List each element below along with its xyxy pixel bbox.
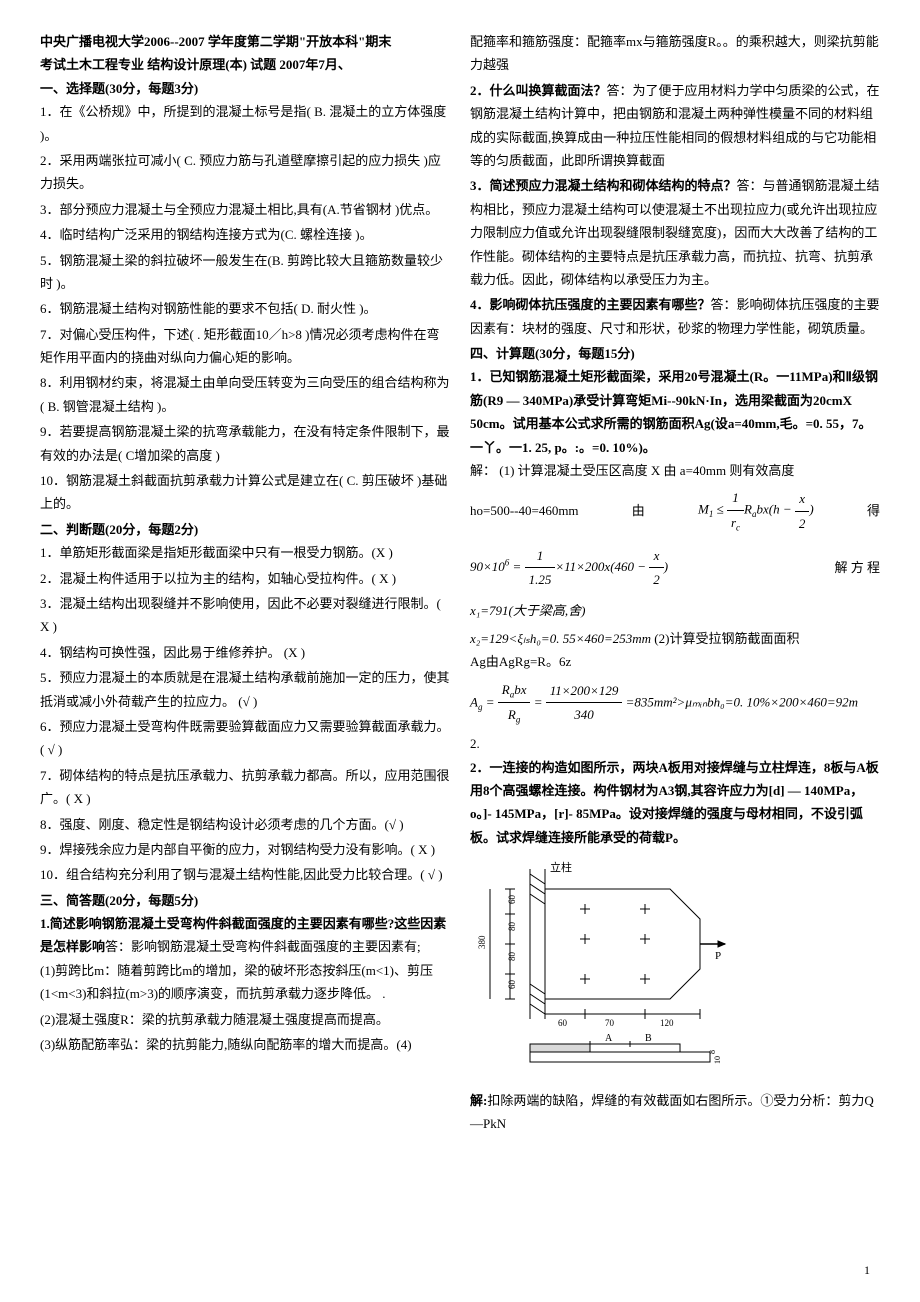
s1-item: 4．临时结构广泛采用的钢结构连接方式为(C. 螺栓连接 )。 [40, 223, 450, 246]
svg-text:80: 80 [507, 952, 517, 962]
x1-result: x₁=791(大于梁高,舍) [470, 599, 880, 622]
s3-q1-title: 1.简述影响钢筋混凝土受弯构件斜截面强度的主要因素有哪些?这些因素是怎样影响答：… [40, 912, 450, 959]
s2-item: 7．砌体结构的特点是抗压承载力、抗剪承载力都高。所以，应用范围很广。( X ) [40, 764, 450, 811]
right-column: 配箍率和箍筋强度：配箍率mx与箍筋强度R。。的乘积越大，则梁抗剪能力越强 2．什… [470, 30, 880, 1272]
s3-q1-item: (2)混凝土强度R：梁的抗剪承载力随混凝土强度提高而提高。 [40, 1008, 450, 1031]
ag-result: =835mm²>μₘᵢₙbh₀=0. 10%×200×460=92m [626, 694, 858, 709]
page-number: 1 [864, 1260, 870, 1282]
s1-item: 5．钢筋混凝土梁的斜拉破坏一般发生在(B. 剪跨比较大且箍筋数量较少时 )。 [40, 249, 450, 296]
section2-title: 二、判断题(20分，每题2分) [40, 518, 450, 541]
left-column: 中央广播电视大学2006--2007 学年度第二学期"开放本科"期末 考试土木工… [40, 30, 450, 1272]
formula2-line: 90×106 = 11.25×11×200x(460 − x2) 解 方 程 [470, 540, 880, 596]
svg-text:A: A [605, 1033, 613, 1044]
s2-item: 6．预应力混凝土受弯构件既需要验算截面应力又需要验算截面承载力。( √ ) [40, 715, 450, 762]
section1-title: 一、选择题(30分，每题3分) [40, 77, 450, 100]
formula-2: 90×106 = 11.25×11×200x(460 − x2) [470, 544, 668, 592]
f1-suffix: 得 [867, 499, 880, 522]
s4-solution: 解： (1) 计算混凝土受压区高度 X 由 a=40mm 则有效高度 [470, 459, 880, 482]
s1-item: 10．钢筋混凝土斜截面抗剪承载力计算公式是建立在( C. 剪压破坏 )基础上的。 [40, 469, 450, 516]
r-top-item: 2．什么叫换算截面法？答：为了便于应用材料力学中匀质梁的公式，在钢筋混凝土结构计… [470, 79, 880, 173]
formula-1: M1 ≤ 1rcRabx(h − x2) [698, 486, 814, 535]
svg-text:B: B [645, 1033, 652, 1044]
s1-item: 2．采用两端张拉可减小( C. 预应力筋与孔道壁摩擦引起的应力损失 )应力损失。 [40, 149, 450, 196]
f2-suffix: 解 方 程 [834, 556, 880, 579]
s2-item: 2．混凝土构件适用于以拉为主的结构，如轴心受拉构件。( X ) [40, 567, 450, 590]
r-top-item: 4．影响砌体抗压强度的主要因素有哪些？答：影响砌体抗压强度的主要因素有：块材的强… [470, 293, 880, 340]
s3-q1-item: (1)剪跨比m：随着剪跨比m的增加，梁的破坏形态按斜压(m<1)、剪压(1<m<… [40, 959, 450, 1006]
s4-q1-title: 1．已知钢筋混凝土矩形截面梁，采用20号混凝土(R。一11MPa)和Ⅱ级钢筋(R… [470, 365, 880, 459]
s2-item: 8．强度、刚度、稳定性是钢结构设计必须考虑的几个方面。(√ ) [40, 813, 450, 836]
s2-item: 4．钢结构可换性强，因此易于维修养护。 (X ) [40, 641, 450, 664]
exam-header-1: 中央广播电视大学2006--2007 学年度第二学期"开放本科"期末 [40, 30, 450, 53]
s1-item: 9．若要提高钢筋混凝土梁的抗弯承载能力，在没有特定条件限制下，最有效的办法是( … [40, 420, 450, 467]
ho-formula: ho=500--40=460mm [470, 499, 579, 522]
sol2-body: 扣除两端的缺陷，焊缝的有效截面如右图所示。①受力分析：剪力Q—PkN [470, 1093, 874, 1131]
s2-item: 1．单筋矩形截面梁是指矩形截面梁中只有一根受力钢筋。(X ) [40, 541, 450, 564]
ho-line: ho=500--40=460mm 由 M1 ≤ 1rcRabx(h − x2) … [470, 482, 880, 539]
svg-text:80: 80 [507, 922, 517, 932]
svg-text:380: 380 [477, 935, 487, 949]
svg-text:60: 60 [507, 980, 517, 990]
formula-3: Ag = RabxRg = 11×200×129340 =835mm²>μₘᵢₙ… [470, 678, 880, 729]
s4-q2-title: 2．一连接的构造如图所示，两块A板用对接焊缝与立柱焊连，8板与A板用8个高强螺栓… [470, 756, 880, 850]
sol-label: 解： [470, 463, 496, 478]
ag-label: Ag由AgRg=R。6z [470, 650, 880, 673]
s2-item: 9．焊接残余应力是内部自平衡的应力，对钢结构受力没有影响。( X ) [40, 838, 450, 861]
svg-text:立柱: 立柱 [550, 860, 572, 874]
s2-item: 3．混凝土结构出现裂缝并不影响使用，因此不必要对裂缝进行限制。( X ) [40, 592, 450, 639]
s3-q1-item: (3)纵筋配筋率弘：梁的抗剪能力,随纵向配筋率的增大而提高。(4) [40, 1033, 450, 1056]
s2-item: 10．组合结构充分利用了钢与混凝土结构性能,因此受力比较合理。( √ ) [40, 863, 450, 886]
s1-item: 1．在《公桥规》中，所提到的混凝土标号是指( B. 混凝土的立方体强度 )。 [40, 100, 450, 147]
svg-text:10: 10 [713, 1056, 722, 1064]
x2-line: x₂=129<ξₗₛh₀=0. 55×460=253mm (2)计算受拉钢筋截面… [470, 627, 880, 650]
svg-text:120: 120 [660, 1018, 674, 1028]
s2-item: 5．预应力混凝土的本质就是在混凝土结构承载前施加一定的压力，使其抵消或减小外荷载… [40, 666, 450, 713]
svg-text:60: 60 [558, 1018, 568, 1028]
r-top-item: 配箍率和箍筋强度：配箍率mx与箍筋强度R。。的乘积越大，则梁抗剪能力越强 [470, 30, 880, 77]
r-top-text3: 答：与普通钢筋混凝土结构相比，预应力混凝土结构可以使混凝土不出现拉应力(或允许出… [470, 178, 880, 287]
section3-title: 三、简答题(20分，每题5分) [40, 889, 450, 912]
svg-text:70: 70 [605, 1018, 615, 1028]
solution2-text: 解:扣除两端的缺陷，焊缝的有效截面如右图所示。①受力分析：剪力Q—PkN [470, 1089, 880, 1136]
svg-text:P: P [715, 950, 721, 962]
exam-header-2: 考试土木工程专业 结构设计原理(本) 试题 2007年7月、 [40, 53, 450, 76]
s1-item: 6．钢筋混凝土结构对钢筋性能的要求不包括( D. 耐火性 )。 [40, 297, 450, 320]
svg-text:8: 8 [708, 1050, 717, 1054]
s3-q1-ans: 答：影响钢筋混凝土受弯构件斜截面强度的主要因素有; [105, 939, 421, 954]
s1-item: 8．利用钢材约束，将混凝土由单向受压转变为三向受压的组合结构称为( B. 钢管混… [40, 371, 450, 418]
x2-result: x₂=129<ξₗₛh₀=0. 55×460=253mm [470, 631, 651, 646]
final-2: 2. [470, 732, 880, 755]
r-top-item: 3．简述预应力混凝土结构和砌体结构的特点？答：与普通钢筋混凝土结构相比，预应力混… [470, 174, 880, 291]
f1-prefix: 由 [632, 499, 645, 522]
connection-diagram: 立柱 60 80 80 60 380 60 70 120 P A B 8 10 [470, 859, 880, 1079]
section4-title: 四、计算题(30分，每题15分) [470, 342, 880, 365]
svg-text:60: 60 [507, 895, 517, 905]
s1-item: 3．部分预应力混凝土与全预应力混凝土相比,具有(A.节省钢材 )优点。 [40, 198, 450, 221]
s1-item: 7．对偏心受压构件，下述( . 矩形截面10／h>8 )情况必须考虑构件在弯矩作… [40, 323, 450, 370]
step1-text: (1) 计算混凝土受压区高度 X 由 a=40mm 则有效高度 [499, 463, 794, 478]
step2-text: (2)计算受拉钢筋截面面积 [654, 631, 799, 646]
